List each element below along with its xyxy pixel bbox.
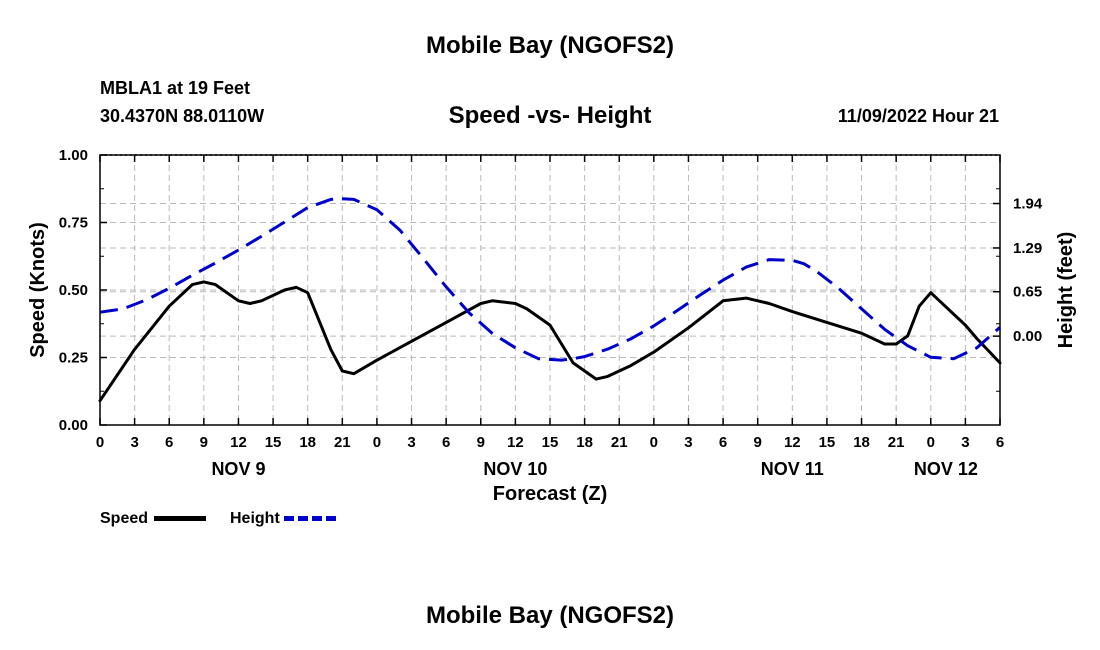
series-line-speed bbox=[98, 280, 1002, 403]
x-tick-label: 6 bbox=[996, 434, 1004, 451]
x-tick-label: 6 bbox=[719, 434, 727, 451]
forecast-time: 11/09/2022 Hour 21 bbox=[837, 106, 999, 126]
x-axis-title: Forecast (Z) bbox=[493, 483, 607, 505]
x-tick-label: 21 bbox=[334, 434, 351, 451]
x-tick-label: 6 bbox=[442, 434, 450, 451]
x-tick-label: 0 bbox=[373, 434, 381, 451]
y2-axis-title: Height (feet) bbox=[1055, 232, 1077, 349]
y-tick-label: 0.25 bbox=[59, 350, 88, 367]
y-tick-label: 0.00 bbox=[59, 417, 88, 434]
y-axis-title: Speed (Knots) bbox=[27, 222, 49, 358]
x-tick-label: 12 bbox=[784, 434, 801, 451]
x-tick-label: 3 bbox=[130, 434, 138, 451]
y2-tick-label: 1.94 bbox=[1013, 196, 1043, 213]
y2-tick-label: 1.29 bbox=[1013, 240, 1042, 257]
x-tick-label: 9 bbox=[200, 434, 208, 451]
chart-ticks bbox=[99, 154, 1001, 426]
y-tick-label: 1.00 bbox=[59, 147, 88, 164]
x-tick-label: 15 bbox=[542, 434, 559, 451]
date-label: NOV 9 bbox=[211, 459, 265, 479]
x-tick-label: 0 bbox=[650, 434, 658, 451]
x-tick-label: 3 bbox=[407, 434, 415, 451]
y2-tick-label: 0.00 bbox=[1013, 328, 1042, 345]
x-tick-label: 21 bbox=[611, 434, 628, 451]
x-tick-label: 0 bbox=[927, 434, 935, 451]
x-tick-label: 21 bbox=[888, 434, 905, 451]
footer-title: Mobile Bay (NGOFS2) bbox=[425, 602, 675, 629]
legend-height: Height bbox=[230, 510, 337, 528]
y-tick-label: 0.75 bbox=[59, 215, 88, 232]
x-tick-label: 3 bbox=[684, 434, 692, 451]
date-label: NOV 10 bbox=[483, 459, 547, 479]
x-tick-label: 12 bbox=[507, 434, 524, 451]
legend-height-label: Height bbox=[230, 510, 280, 527]
legend-speed-swatch bbox=[154, 516, 207, 522]
x-tick-label: 12 bbox=[230, 434, 247, 451]
y2-tick-label: 0.65 bbox=[1013, 284, 1042, 301]
x-tick-label: 15 bbox=[265, 434, 282, 451]
station-label: MBLA1 at 19 Feet bbox=[100, 78, 251, 98]
legend-speed: Speed bbox=[100, 510, 207, 528]
series-line-height bbox=[99, 197, 1001, 362]
x-tick-label: 18 bbox=[299, 434, 316, 451]
x-tick-label: 9 bbox=[477, 434, 485, 451]
x-tick-label: 9 bbox=[754, 434, 762, 451]
date-label: NOV 12 bbox=[914, 459, 978, 479]
date-label: NOV 11 bbox=[761, 459, 824, 479]
x-tick-label: 15 bbox=[819, 434, 836, 451]
chart-series bbox=[98, 197, 1002, 403]
legend-speed-label: Speed bbox=[100, 510, 149, 527]
x-tick-label: 6 bbox=[165, 434, 173, 451]
chart-grid bbox=[100, 155, 1000, 425]
x-tick-label: 18 bbox=[853, 434, 870, 451]
x-tick-label: 3 bbox=[961, 434, 969, 451]
x-tick-label: 18 bbox=[576, 434, 593, 451]
main-title: Mobile Bay (NGOFS2) bbox=[425, 32, 675, 59]
y-tick-label: 0.50 bbox=[59, 282, 88, 299]
x-tick-label: 0 bbox=[96, 434, 104, 451]
chart-heading: Speed -vs- Height bbox=[448, 102, 652, 129]
coordinates-label: 30.4370N 88.0110W bbox=[100, 106, 265, 126]
legend-height-swatch bbox=[284, 516, 337, 522]
chart-labels: 0 3 6 9 12 15 18 21 0 3 6 9 12 15 18 21 0 3 6 9 12 15 18 21 0 3 6 0… bbox=[27, 147, 1077, 505]
